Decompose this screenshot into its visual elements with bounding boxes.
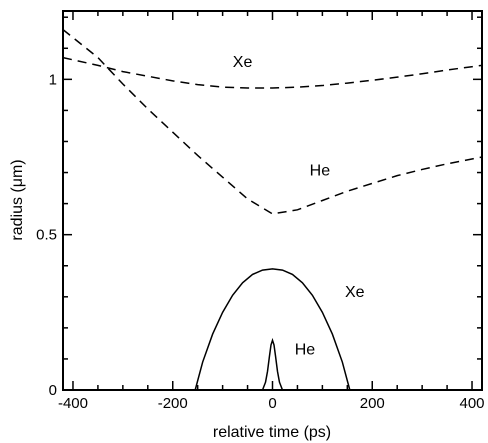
series-annotation: Xe: [233, 54, 253, 71]
x-tick-label: -200: [158, 395, 188, 412]
x-tick-label: -400: [58, 395, 88, 412]
y-tick-label: 1: [49, 71, 57, 88]
x-tick-label: 0: [268, 395, 276, 412]
x-tick-label: 400: [460, 395, 485, 412]
annotation-layer: Xe He Xe He: [233, 54, 365, 358]
series-line-he-solid: [261, 337, 284, 391]
series-annotation: He: [295, 341, 316, 358]
y-tick-label: 0.5: [36, 227, 57, 244]
series-annotation: He: [310, 163, 331, 180]
x-tick-label: 200: [360, 395, 385, 412]
plot-frame: [62, 10, 483, 391]
y-tick-label: 0: [49, 382, 57, 399]
series-line-xe-dashed: [62, 56, 483, 89]
ticks: -400 -200 0 200 400 0 0.5 1: [36, 11, 485, 412]
series-line-xe-solid: [194, 268, 351, 391]
x-axis-label: relative time (ps): [213, 424, 331, 441]
series-line-he-dashed: [62, 29, 483, 215]
series-layer: [62, 29, 483, 391]
series-annotation: Xe: [345, 284, 365, 301]
y-axis-label: radius (μm): [9, 159, 26, 240]
